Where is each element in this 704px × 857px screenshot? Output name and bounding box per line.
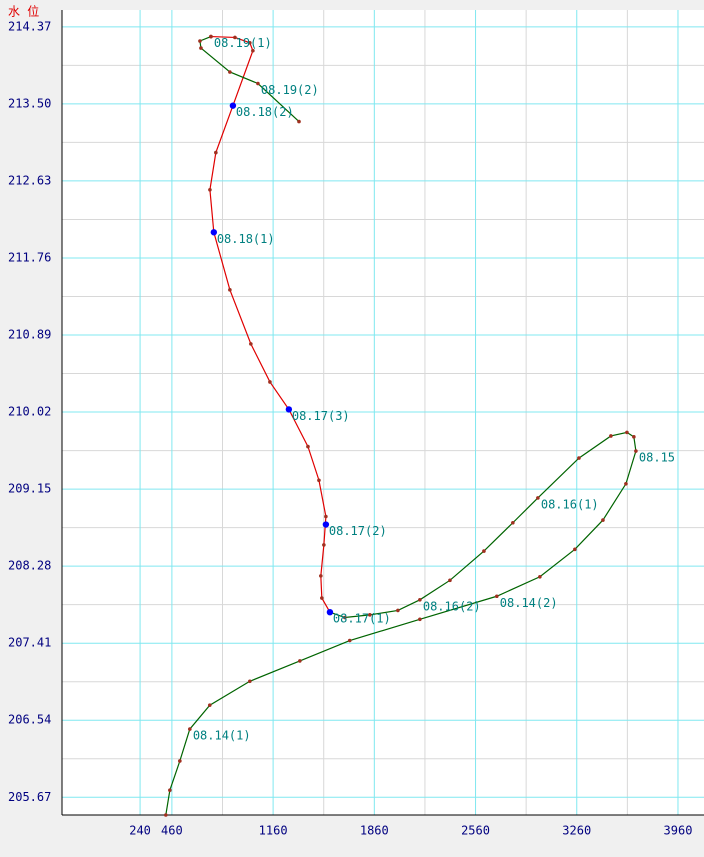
- point: [168, 788, 172, 793]
- annotation: 08.15: [639, 451, 675, 465]
- point: [343, 615, 347, 620]
- point: [208, 187, 212, 192]
- annotation-marker: [210, 229, 218, 236]
- annotation-marker: [229, 102, 237, 109]
- y-tick-label: 208.28: [8, 559, 51, 573]
- annotation-marker: [322, 521, 330, 528]
- y-tick-label: 210.02: [8, 405, 51, 419]
- point: [228, 288, 232, 292]
- annotation: 08.18(1): [217, 232, 275, 246]
- x-tick-label: 3960: [664, 824, 693, 838]
- x-tick-label: 1160: [259, 824, 288, 838]
- point: [536, 496, 540, 500]
- point: [198, 39, 202, 43]
- y-tick-label: 207.41: [8, 636, 51, 650]
- annotation: 08.16(2): [423, 599, 481, 613]
- point: [538, 574, 542, 579]
- point: [248, 40, 252, 45]
- x-tick-label: 2560: [461, 824, 490, 838]
- y-tick-label: 206.54: [8, 713, 51, 727]
- point: [418, 617, 422, 622]
- point: [609, 434, 613, 438]
- annotation: 08.14(1): [193, 729, 251, 743]
- annotation-marker: [326, 609, 334, 616]
- point: [209, 34, 213, 39]
- point: [268, 380, 272, 384]
- annotation: 08.17(3): [292, 409, 350, 423]
- series-line: [165, 431, 637, 816]
- point: [207, 703, 212, 707]
- point: [249, 342, 253, 346]
- point: [256, 81, 260, 86]
- y-tick-label: 213.50: [8, 96, 51, 110]
- point: [306, 444, 310, 449]
- point: [164, 813, 168, 817]
- x-tick-label: 460: [161, 824, 183, 838]
- point: [577, 456, 581, 460]
- point: [188, 727, 192, 731]
- y-tick-label: 214.37: [8, 19, 51, 33]
- annotation: 08.18(2): [236, 105, 294, 119]
- point: [228, 70, 232, 74]
- point: [199, 46, 203, 50]
- point: [347, 638, 352, 643]
- point: [632, 435, 636, 439]
- y-tick-label: 211.76: [8, 250, 51, 264]
- point: [601, 518, 605, 522]
- point: [324, 514, 328, 519]
- x-tick-label: 1860: [360, 824, 389, 838]
- series-line: [199, 36, 300, 123]
- point: [624, 481, 628, 486]
- point: [494, 594, 499, 599]
- point: [319, 574, 323, 578]
- annotation: 08.14(2): [500, 596, 558, 610]
- point: [320, 596, 324, 600]
- point: [251, 48, 255, 53]
- annotation: 08.16(1): [541, 497, 599, 511]
- point: [322, 543, 326, 547]
- point: [214, 150, 218, 155]
- point: [418, 598, 422, 602]
- point: [297, 119, 301, 124]
- point: [248, 679, 252, 684]
- point: [573, 547, 577, 552]
- x-tick-label: 240: [129, 824, 151, 838]
- y-tick-label: 209.15: [8, 482, 51, 496]
- y-tick-label: 212.63: [8, 173, 51, 187]
- point: [448, 578, 452, 583]
- y-tick-label: 210.89: [8, 328, 51, 342]
- point: [634, 449, 638, 453]
- annotation: 08.17(2): [329, 524, 387, 538]
- y-axis-label: 水 位: [8, 4, 39, 19]
- point: [233, 35, 237, 40]
- y-tick-label: 205.67: [8, 790, 51, 804]
- point: [625, 430, 629, 435]
- x-tick-label: 3260: [562, 824, 591, 838]
- point: [368, 613, 372, 617]
- annotation: 08.17(1): [333, 612, 391, 626]
- point: [298, 659, 302, 663]
- annotation: 08.19(1): [214, 36, 272, 50]
- annotation-marker: [285, 406, 293, 413]
- annotation: 08.19(2): [261, 83, 319, 97]
- point: [317, 478, 321, 483]
- point: [396, 608, 400, 613]
- point: [482, 549, 486, 553]
- point: [511, 520, 515, 525]
- point: [178, 759, 182, 763]
